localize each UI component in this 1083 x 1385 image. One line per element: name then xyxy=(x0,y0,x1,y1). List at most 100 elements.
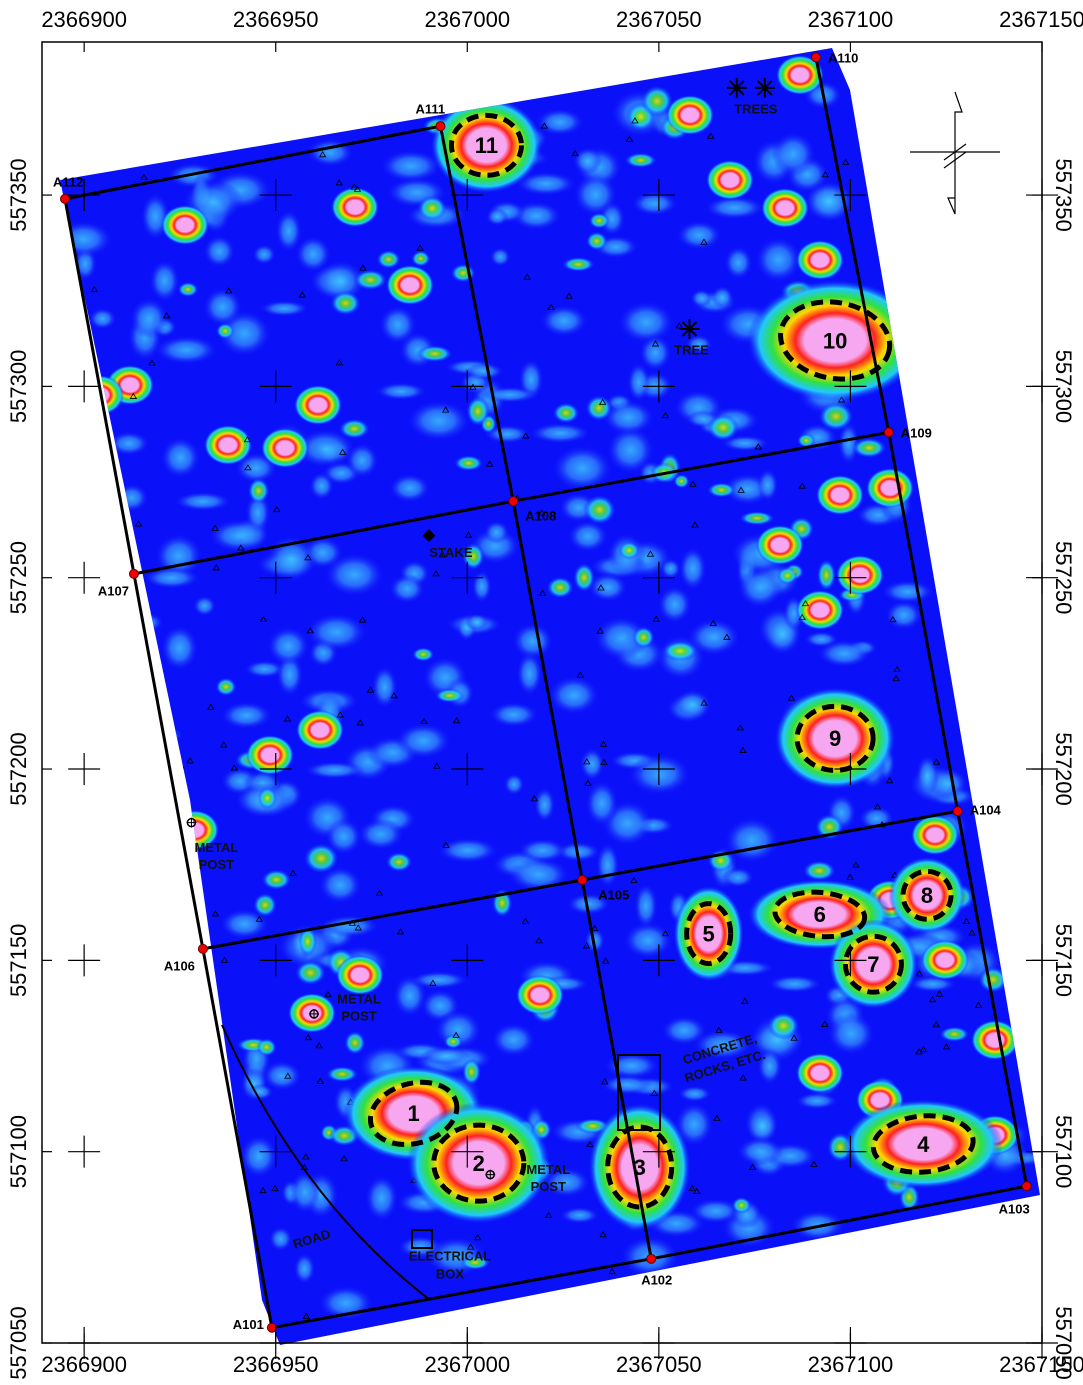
anomaly-label: 1 xyxy=(408,1101,420,1126)
texture-blob xyxy=(444,1034,463,1049)
texture-blob xyxy=(160,437,200,479)
texture-blob xyxy=(817,559,836,591)
texture-blob xyxy=(358,818,404,850)
texture-blob xyxy=(711,286,734,309)
tree-symbol xyxy=(680,319,700,339)
texture-blob xyxy=(417,195,447,221)
texture-hotspot xyxy=(836,555,884,595)
station xyxy=(267,1323,276,1332)
texture-hotspot xyxy=(921,940,969,980)
feature-label: POST xyxy=(341,1008,376,1023)
texture-blob xyxy=(252,244,275,264)
texture-blob xyxy=(417,345,453,362)
texture-blob xyxy=(258,787,277,809)
texture-blob xyxy=(757,469,778,502)
texture-hotspot xyxy=(331,187,379,227)
feature-label: POST xyxy=(531,1179,566,1194)
feature-label: TREES xyxy=(734,101,778,116)
texture-blob xyxy=(504,774,525,796)
texture-blob xyxy=(724,246,752,280)
texture-blob xyxy=(389,574,425,604)
texture-blob xyxy=(817,640,871,668)
anomaly-label: 5 xyxy=(703,921,715,946)
texture-blob xyxy=(435,688,465,702)
texture-hotspot xyxy=(516,975,564,1015)
texture-blob xyxy=(628,753,690,795)
texture-blob xyxy=(304,843,339,874)
texture-hotspot xyxy=(756,525,804,565)
texture-blob xyxy=(583,495,616,525)
texture-blob xyxy=(885,600,922,630)
texture-hotspot xyxy=(261,428,309,468)
feature-label: POST xyxy=(199,857,234,872)
station-label: A101 xyxy=(233,1317,264,1332)
station xyxy=(1022,1182,1031,1191)
anomaly-label: 11 xyxy=(475,133,498,158)
survey-map: 1234567891011A101A102A103A104A105A106A10… xyxy=(0,0,1083,1385)
texture-blob xyxy=(881,580,934,603)
note-label: BOX xyxy=(436,1266,465,1281)
texture-blob xyxy=(290,1171,320,1214)
texture-blob xyxy=(365,1175,398,1222)
y-tick-label: 557350 xyxy=(6,158,31,231)
texture-hotspot xyxy=(666,95,714,135)
texture-blob xyxy=(215,678,236,697)
texture-blob xyxy=(412,647,435,661)
texture-blob xyxy=(407,400,471,441)
texture-blob xyxy=(130,298,169,339)
texture-blob xyxy=(409,971,468,989)
texture-blob xyxy=(486,208,508,226)
texture-blob xyxy=(193,596,216,617)
texture-blob xyxy=(240,1135,278,1179)
texture-blob xyxy=(771,132,816,177)
texture-blob xyxy=(679,547,707,590)
station xyxy=(811,53,820,62)
texture-blob xyxy=(677,221,722,250)
texture-blob xyxy=(395,723,451,759)
station xyxy=(198,944,207,953)
station xyxy=(647,1254,656,1263)
texture-blob xyxy=(491,1023,535,1057)
texture-blob xyxy=(464,363,504,380)
texture-blob xyxy=(89,308,117,330)
texture-blob xyxy=(535,108,584,135)
x-tick-label: 2366950 xyxy=(233,7,319,32)
texture-hotspot xyxy=(866,468,914,508)
texture-blob xyxy=(795,1092,838,1109)
texture-blob xyxy=(540,305,588,337)
feature-label: METAL xyxy=(337,991,381,1006)
texture-hotspot xyxy=(161,205,209,245)
station xyxy=(129,569,138,578)
station-label: A110 xyxy=(828,51,858,66)
texture-blob xyxy=(248,478,270,505)
texture-blob xyxy=(939,1026,970,1042)
texture-blob xyxy=(623,922,673,959)
station-label: A104 xyxy=(970,803,1002,818)
texture-blob xyxy=(261,869,291,890)
texture-blob xyxy=(372,666,398,709)
texture-blob xyxy=(586,231,608,250)
station-label: A105 xyxy=(598,887,629,902)
y-tick-label: 557100 xyxy=(6,1115,31,1188)
anomaly-label: 3 xyxy=(634,1155,646,1180)
anomaly-label: 7 xyxy=(867,952,879,977)
texture-blob xyxy=(294,1253,316,1284)
station-label: A108 xyxy=(525,509,556,524)
station-label: A103 xyxy=(999,1202,1030,1217)
station xyxy=(509,497,518,506)
texture-hotspot xyxy=(204,425,252,465)
texture-blob xyxy=(489,702,538,727)
y-tick-label: 557250 xyxy=(6,541,31,614)
texture-blob xyxy=(411,250,430,266)
texture-hotspot xyxy=(296,710,344,750)
texture-hotspot xyxy=(796,1053,844,1093)
texture-blob xyxy=(707,482,736,497)
y-tick-label: 557050 xyxy=(6,1306,31,1379)
texture-blob xyxy=(534,787,555,822)
texture-blob xyxy=(376,250,400,269)
texture-blob xyxy=(568,520,608,552)
station xyxy=(953,807,962,816)
feature-label: STAKE xyxy=(429,545,472,560)
texture-blob xyxy=(767,975,822,993)
texture-blob xyxy=(339,419,370,439)
